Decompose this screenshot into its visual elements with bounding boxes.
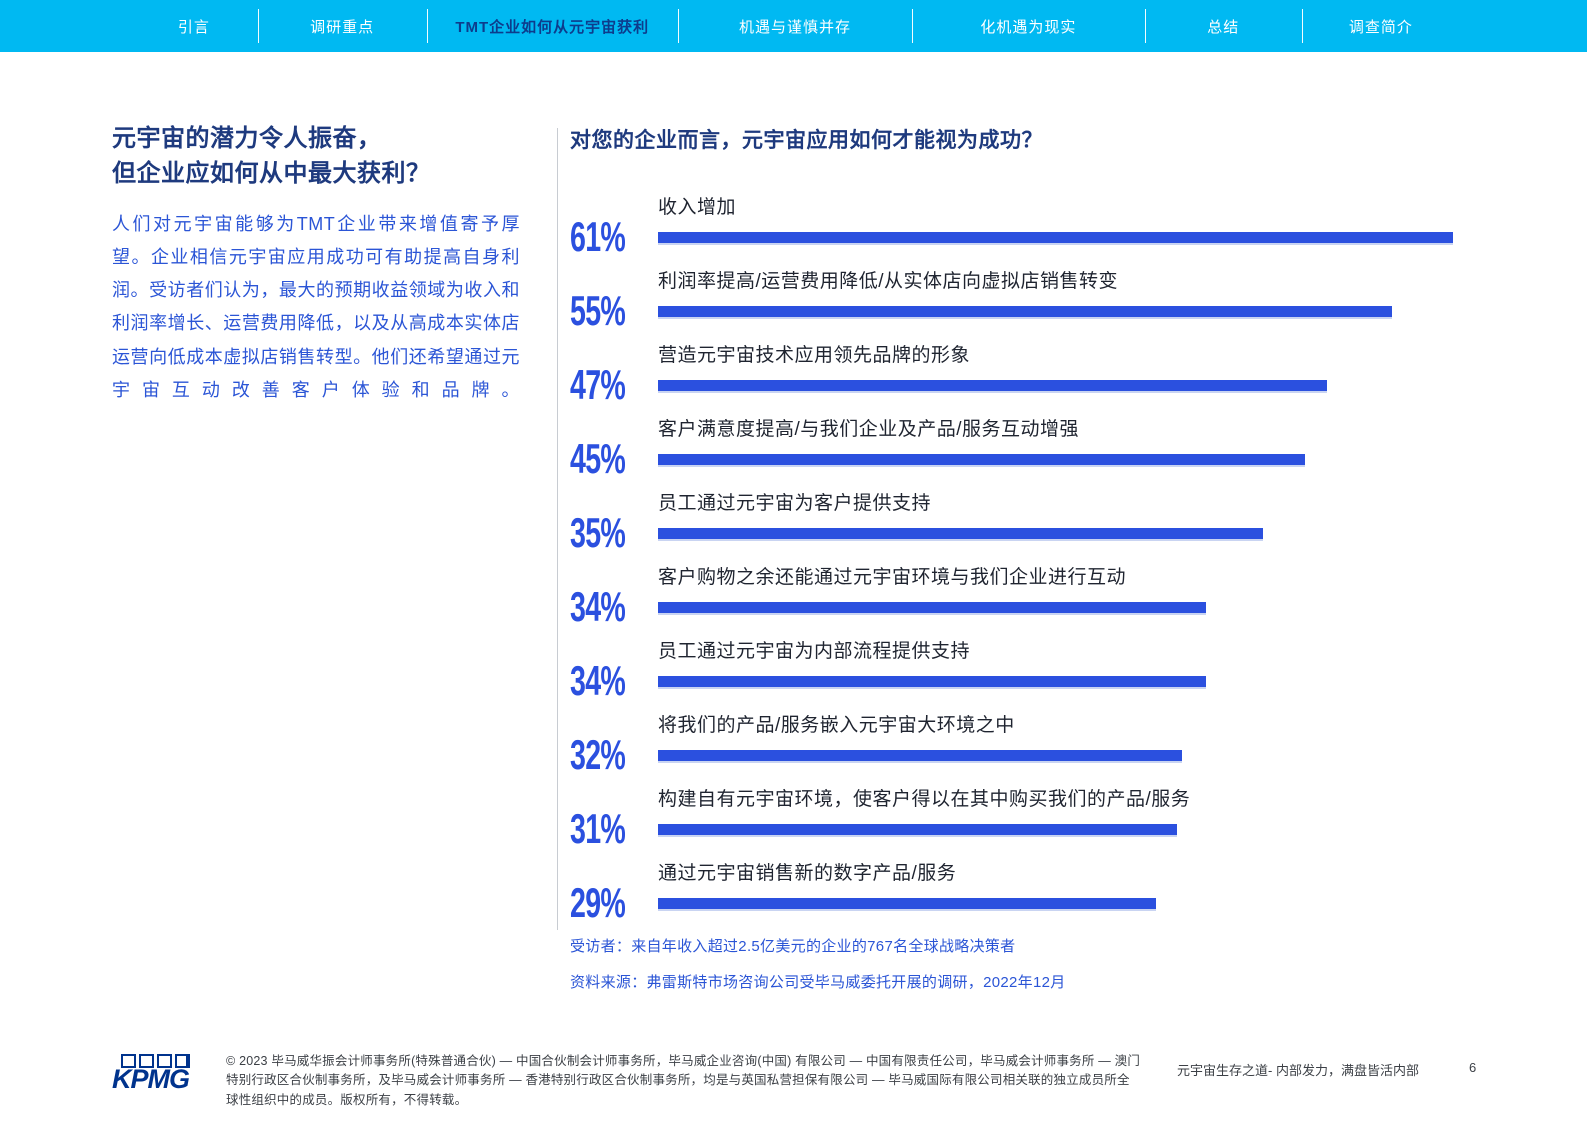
kpmg-logo-text: KPMG [112, 1064, 190, 1094]
intro-section: 元宇宙的潜力令人振奋， 但企业应如何从中最大获利？ 人们对元宇宙能够为TMT企业… [112, 122, 520, 407]
chart-title: 对您的企业而言，元宇宙应用如何才能视为成功？ [570, 129, 1043, 152]
chart-row: 55% 利润率提高/运营费用降低/从实体店向虚拟店销售转变 [570, 266, 1500, 332]
bar [658, 824, 1177, 837]
nav-tab[interactable]: 调查简介 [1301, 0, 1460, 52]
column-divider [557, 128, 558, 930]
bar-row-content: 客户购物之余还能通过元宇宙环境与我们企业进行互动 [658, 562, 1500, 617]
chart-row: 35% 员工通过元宇宙为客户提供支持 [570, 488, 1500, 554]
nav-tab-label: TMT企业如何从元宇宙获利 [455, 18, 650, 36]
bar-track [658, 898, 1500, 913]
nav-tab-label: 机遇与谨慎并存 [738, 18, 851, 36]
nav-tab[interactable]: TMT企业如何从元宇宙获利 [426, 0, 678, 52]
bar-row-content: 利润率提高/运营费用降低/从实体店向虚拟店销售转变 [658, 266, 1500, 321]
chart-row: 32% 将我们的产品/服务嵌入元宇宙大环境之中 [570, 710, 1500, 776]
bar-track [658, 824, 1500, 839]
top-nav-bar: 引言 调研重点 TMT企业如何从元宇宙获利 机遇与谨慎并存 化机遇为现实 总结 … [0, 0, 1587, 52]
bar-track [658, 750, 1500, 765]
page-number: 6 [1468, 1060, 1477, 1075]
bar-value-label: 55% [570, 287, 626, 335]
bar-category-label: 员工通过元宇宙为客户提供支持 [658, 493, 932, 514]
chart-section: 对您的企业而言，元宇宙应用如何才能视为成功？ 61% 收入增加 55% 利润率提… [570, 124, 1500, 1007]
bar-value-label: 34% [570, 583, 626, 631]
bar-value-label: 47% [570, 361, 626, 409]
bar [658, 380, 1328, 393]
bar-track [658, 454, 1500, 469]
chart-source-note: 资料来源：弗雷斯特市场咨询公司受毕马威委托开展的调研，2022年12月 [570, 974, 1066, 991]
page-footer: KPMG © 2023 毕马威华振会计师事务所(特殊普通合伙) — 中国合伙制会… [112, 1048, 1490, 1110]
bar-category-label: 构建自有元宇宙环境，使客户得以在其中购买我们的产品/服务 [658, 789, 1191, 810]
bar-category-label: 将我们的产品/服务嵌入元宇宙大环境之中 [658, 715, 1015, 736]
bar-row-content: 营造元宇宙技术应用领先品牌的形象 [658, 340, 1500, 395]
bar-value-label: 45% [570, 435, 626, 483]
nav-tab[interactable]: 机遇与谨慎并存 [677, 0, 912, 52]
kpmg-logo-rects-icon [121, 1054, 190, 1068]
bar-row-content: 员工通过元宇宙为内部流程提供支持 [658, 636, 1500, 691]
bar-row-content: 将我们的产品/服务嵌入元宇宙大环境之中 [658, 710, 1500, 765]
bar-category-label: 收入增加 [658, 197, 737, 218]
copyright-text: © 2023 毕马威华振会计师事务所(特殊普通合伙) — 中国合伙制会计师事务所… [226, 1054, 1141, 1107]
bar [658, 306, 1393, 319]
bar [658, 676, 1207, 689]
bar-chart: 61% 收入增加 55% 利润率提高/运营费用降低/从实体店向虚拟店销售转变 4… [570, 192, 1500, 924]
bar-track [658, 306, 1500, 321]
nav-tab[interactable]: 总结 [1144, 0, 1302, 52]
nav-tab-label: 化机遇为现实 [980, 18, 1077, 36]
bar-track [658, 380, 1500, 395]
nav-tab[interactable]: 化机遇为现实 [912, 0, 1145, 52]
bar-row-content: 通过元宇宙销售新的数字产品/服务 [658, 858, 1500, 913]
bar-value-label: 35% [570, 509, 626, 557]
chart-row: 34% 客户购物之余还能通过元宇宙环境与我们企业进行互动 [570, 562, 1500, 628]
bar-row-content: 构建自有元宇宙环境，使客户得以在其中购买我们的产品/服务 [658, 784, 1500, 839]
chart-row: 45% 客户满意度提高/与我们企业及产品/服务互动增强 [570, 414, 1500, 480]
nav-tab[interactable]: 调研重点 [257, 0, 427, 52]
bar-track [658, 528, 1500, 543]
bar-category-label: 客户满意度提高/与我们企业及产品/服务互动增强 [658, 419, 1080, 440]
bar-value-label: 29% [570, 879, 626, 927]
nav-tab-label: 引言 [177, 18, 210, 36]
nav-tab[interactable]: 引言 [130, 0, 258, 52]
bar-value-label: 61% [570, 213, 626, 261]
bar [658, 232, 1453, 245]
bar-value-label: 32% [570, 731, 626, 779]
bar-track [658, 676, 1500, 691]
kpmg-logo: KPMG [112, 1054, 190, 1093]
bar-value-label: 34% [570, 657, 626, 705]
page-title-line1: 元宇宙的潜力令人振奋， [112, 125, 382, 152]
bar [658, 750, 1182, 763]
bar-category-label: 营造元宇宙技术应用领先品牌的形象 [658, 345, 971, 366]
bar-row-content: 客户满意度提高/与我们企业及产品/服务互动增强 [658, 414, 1500, 469]
bar-row-content: 收入增加 [658, 192, 1500, 247]
chart-row: 47% 营造元宇宙技术应用领先品牌的形象 [570, 340, 1500, 406]
bar-category-label: 通过元宇宙销售新的数字产品/服务 [658, 863, 957, 884]
document-title: 元宇宙生存之道- 内部发力，满盘皆活内部 [1177, 1063, 1419, 1078]
bar-track [658, 602, 1500, 617]
chart-row: 34% 员工通过元宇宙为内部流程提供支持 [570, 636, 1500, 702]
page-title-line2: 但企业应如何从中最大获利？ [112, 159, 431, 187]
chart-row: 29% 通过元宇宙销售新的数字产品/服务 [570, 858, 1500, 924]
page-title: 元宇宙的潜力令人振奋， 但企业应如何从中最大获利？ [112, 122, 520, 192]
chart-row: 31% 构建自有元宇宙环境，使客户得以在其中购买我们的产品/服务 [570, 784, 1500, 850]
chart-row: 61% 收入增加 [570, 192, 1500, 258]
chart-respondents-note: 受访者：来自年收入超过2.5亿美元的企业的767名全球战略决策者 [570, 938, 1016, 955]
bar [658, 454, 1305, 467]
bar-value-label: 31% [570, 805, 626, 853]
bar-category-label: 客户购物之余还能通过元宇宙环境与我们企业进行互动 [658, 567, 1127, 588]
bar [658, 528, 1264, 541]
bar [658, 602, 1207, 615]
bar [658, 898, 1156, 911]
bar-row-content: 员工通过元宇宙为客户提供支持 [658, 488, 1500, 543]
bar-category-label: 员工通过元宇宙为内部流程提供支持 [658, 641, 971, 662]
intro-paragraph: 人们对元宇宙能够为TMT企业带来增值寄予厚望。企业相信元宇宙应用成功可有助提高自… [112, 213, 520, 401]
bar-category-label: 利润率提高/运营费用降低/从实体店向虚拟店销售转变 [658, 271, 1119, 292]
nav-tab-label: 调查简介 [1348, 18, 1413, 36]
nav-tab-label: 总结 [1207, 18, 1240, 36]
bar-track [658, 232, 1500, 247]
nav-tab-label: 调研重点 [310, 18, 375, 36]
